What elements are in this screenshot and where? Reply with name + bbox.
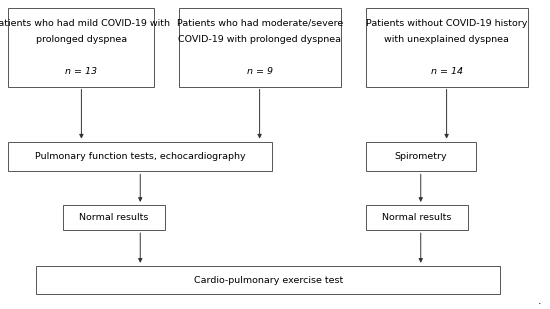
FancyBboxPatch shape <box>36 266 500 294</box>
FancyBboxPatch shape <box>8 8 154 87</box>
Text: n = 13: n = 13 <box>65 67 97 76</box>
FancyBboxPatch shape <box>366 142 476 171</box>
FancyBboxPatch shape <box>366 205 468 230</box>
Text: Normal results: Normal results <box>382 213 452 222</box>
Text: Patients who had moderate/severe: Patients who had moderate/severe <box>177 19 343 28</box>
Text: Spirometry: Spirometry <box>394 152 447 161</box>
Text: Patients who had mild COVID-19 with: Patients who had mild COVID-19 with <box>0 19 169 28</box>
FancyBboxPatch shape <box>8 142 272 171</box>
FancyBboxPatch shape <box>63 205 165 230</box>
FancyBboxPatch shape <box>366 8 528 87</box>
Text: n = 14: n = 14 <box>431 67 463 76</box>
Text: .: . <box>538 296 542 306</box>
Text: Normal results: Normal results <box>79 213 149 222</box>
Text: COVID-19 with prolonged dyspnea: COVID-19 with prolonged dyspnea <box>178 35 342 44</box>
FancyBboxPatch shape <box>179 8 341 87</box>
Text: Cardio-pulmonary exercise test: Cardio-pulmonary exercise test <box>194 276 343 285</box>
Text: Pulmonary function tests, echocardiography: Pulmonary function tests, echocardiograp… <box>35 152 245 161</box>
Text: prolonged dyspnea: prolonged dyspnea <box>36 35 126 44</box>
Text: with unexplained dyspnea: with unexplained dyspnea <box>384 35 509 44</box>
Text: n = 9: n = 9 <box>247 67 273 76</box>
Text: Patients without COVID-19 history: Patients without COVID-19 history <box>366 19 527 28</box>
